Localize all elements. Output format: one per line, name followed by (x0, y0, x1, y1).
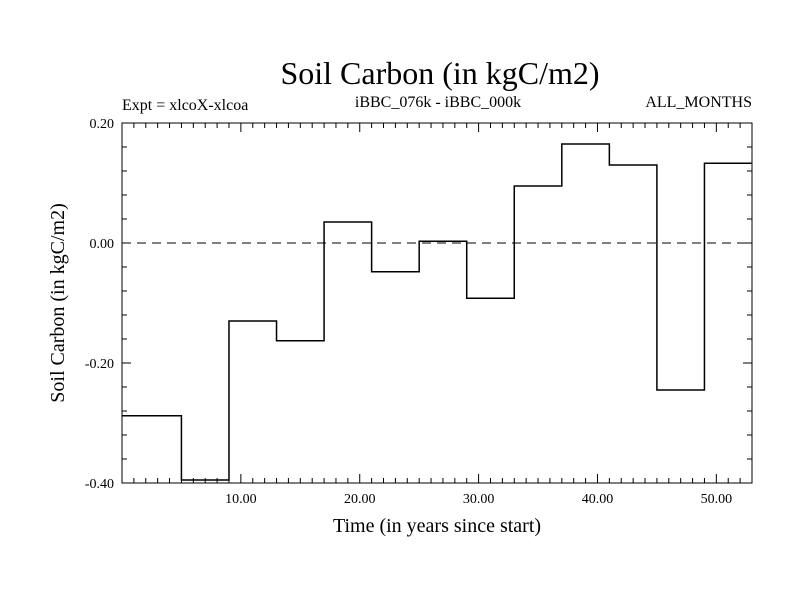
x-tick-label: 50.00 (701, 492, 733, 507)
x-axis-label: Time (in years since start) (333, 515, 541, 537)
plot-frame (121, 122, 753, 484)
x-tick-label: 20.00 (344, 492, 376, 507)
x-tick-label: 10.00 (225, 492, 257, 507)
y-tick-label: 0.00 (90, 237, 115, 252)
y-tick-label: 0.20 (90, 117, 115, 132)
experiment-label: Expt = xlcoX-xlcoa (122, 97, 248, 114)
months-label: ALL_MONTHS (645, 94, 752, 111)
soil-carbon-step-line (122, 143, 752, 481)
y-axis-label: Soil Carbon (in kgC/m2) (47, 203, 69, 402)
x-tick-label: 40.00 (582, 492, 614, 507)
chart-title: Soil Carbon (in kgC/m2) (280, 55, 599, 91)
y-tick-label: -0.40 (85, 477, 114, 492)
run-difference-label: iBBC_076k - iBBC_000k (355, 94, 521, 111)
y-tick-label: -0.20 (85, 357, 114, 372)
x-tick-label: 30.00 (463, 492, 495, 507)
plot-area: 10.00 20.00 30.00 40.00 50.00 -0.40 -0.20 0.00 0… (85, 117, 753, 507)
